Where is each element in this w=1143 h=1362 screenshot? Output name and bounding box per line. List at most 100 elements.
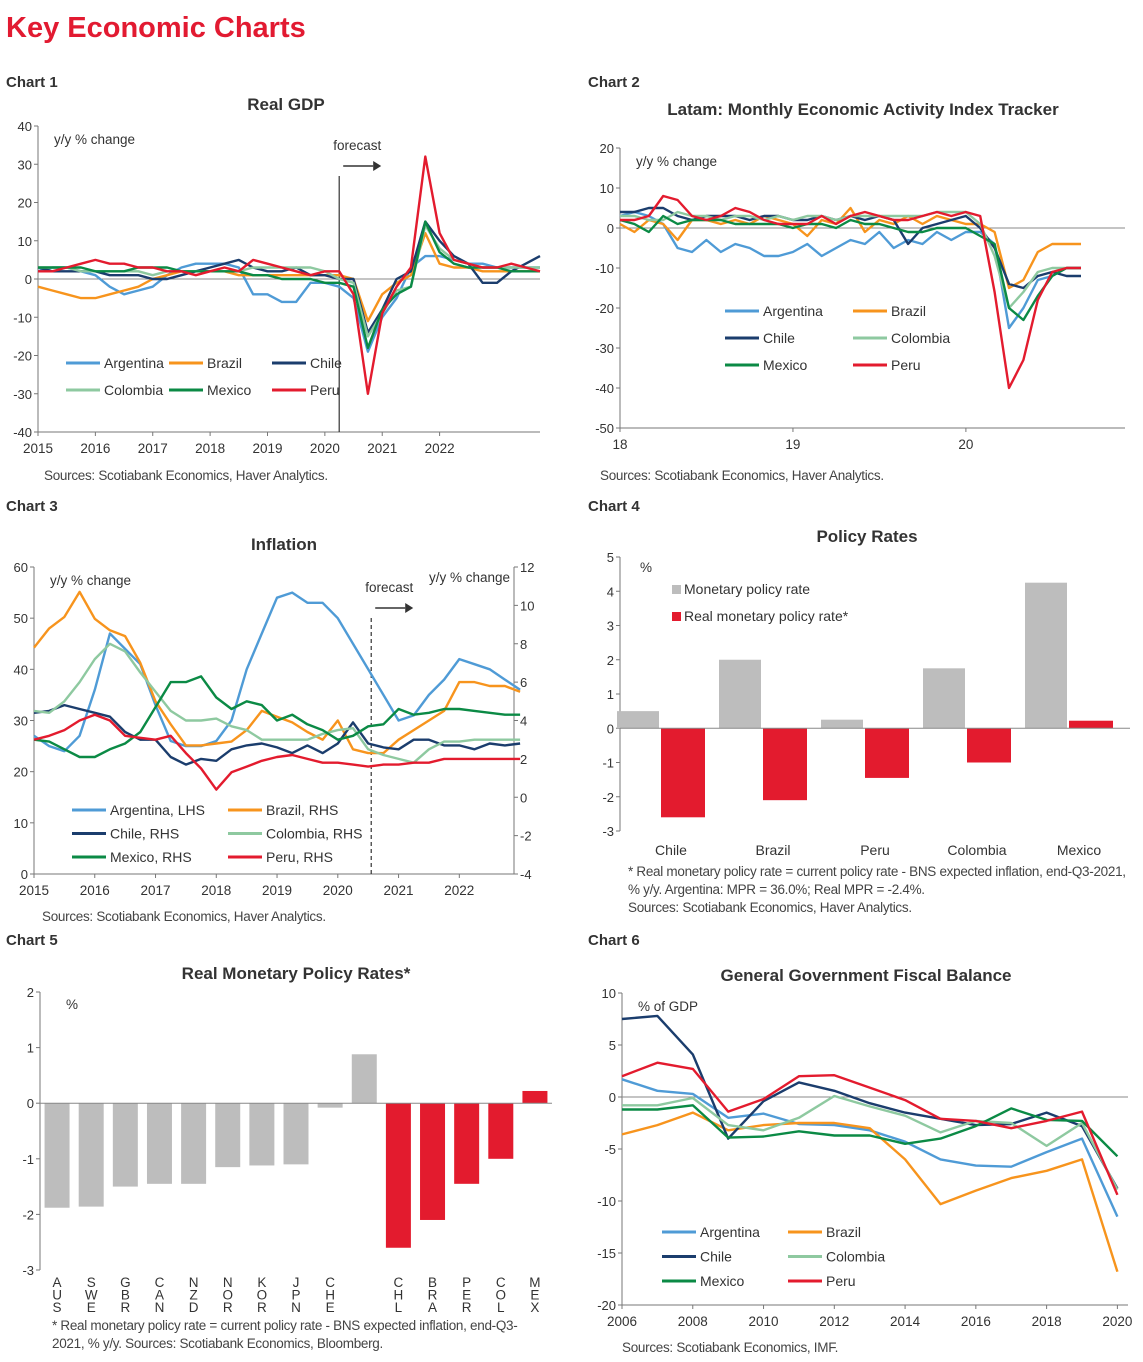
y-tick-label: -50 [595, 421, 614, 436]
legend-label-peru: Peru [310, 382, 340, 398]
forecast-arrowhead [373, 161, 382, 171]
x-tick-label: 2017 [140, 883, 170, 898]
legend-label-chile: Chile, RHS [110, 826, 179, 842]
bar-red [967, 728, 1011, 763]
y-tick-label: -20 [595, 301, 614, 316]
x-tick-label-char: E [326, 1300, 335, 1315]
chart-title: Policy Rates [816, 527, 917, 546]
series-line-colombia [38, 224, 540, 338]
bar [351, 1054, 377, 1104]
bar [488, 1103, 514, 1159]
x-tick-label: 2016 [961, 1314, 991, 1329]
series-line-colombia [622, 1094, 1119, 1191]
x-tick-label-char: A [53, 1275, 62, 1290]
y-tick-label: 6 [520, 675, 527, 690]
chart1-label: Chart 1 [6, 74, 58, 91]
series-line-brazil [33, 590, 521, 755]
bar [317, 1103, 343, 1108]
forecast-label: forecast [333, 138, 381, 153]
chart1-source: Sources: Scotiabank Economics, Haver Ana… [44, 468, 328, 483]
legend-label-mexico: Mexico, RHS [110, 849, 192, 865]
y-tick-label: -40 [13, 425, 32, 440]
x-tick-label: Chile [655, 842, 687, 858]
bar [522, 1090, 548, 1104]
bar-gray [719, 659, 761, 729]
x-tick-label: 18 [612, 437, 627, 452]
series-line-mexico [619, 214, 1081, 322]
x-tick-label-char: U [52, 1288, 62, 1303]
x-tick-label-char: B [121, 1288, 130, 1303]
y-tick-label: -10 [595, 261, 614, 276]
x-tick-label: 2008 [678, 1314, 708, 1329]
forecast-arrowhead [405, 603, 414, 613]
chart2-source: Sources: Scotiabank Economics, Haver Ana… [600, 468, 884, 483]
x-tick-label-char: B [428, 1275, 437, 1290]
x-tick-label: Peru [860, 842, 890, 858]
y-tick-label: -20 [13, 349, 32, 364]
chart-title: General Government Fiscal Balance [720, 966, 1011, 985]
x-tick-label-char: H [394, 1288, 404, 1303]
legend-swatch-red [672, 612, 681, 621]
y-tick-label: -4 [520, 867, 532, 882]
y-tick-label: 1 [27, 1041, 34, 1056]
bar-gray [821, 719, 863, 729]
x-tick-label: 2016 [80, 441, 110, 456]
y-tick-label: 2 [27, 985, 34, 1000]
y-tick-label: 3 [607, 619, 614, 634]
x-tick-label-char: J [293, 1275, 300, 1290]
y-tick-label: 20 [18, 196, 32, 211]
y-tick-label: 20 [600, 141, 614, 156]
y-tick-label: 2 [607, 653, 614, 668]
chart-title: Real GDP [247, 95, 324, 114]
x-tick-label-char: O [496, 1288, 507, 1303]
x-tick-label-char: C [394, 1275, 404, 1290]
x-tick-label-char: E [530, 1288, 539, 1303]
x-tick-label: 2017 [138, 441, 168, 456]
x-tick-label-char: L [395, 1300, 403, 1315]
chart4-footnote: * Real monetary policy rate = current po… [628, 864, 1126, 897]
y-tick-label: 10 [18, 234, 32, 249]
series-line-brazil [37, 231, 540, 323]
x-tick-label-char: R [223, 1300, 233, 1315]
y-axis-label: y/y % change [636, 154, 717, 169]
legend-label-red: Real monetary policy rate* [684, 608, 849, 624]
x-tick-label: 2006 [607, 1314, 637, 1329]
y-tick-label: -1 [22, 1152, 34, 1167]
chart4-label: Chart 4 [588, 498, 640, 515]
y-tick-label: 40 [14, 662, 28, 677]
series-line-peru [33, 713, 521, 791]
series-line-argentina [33, 591, 521, 753]
y2-axis-label: y/y % change [429, 570, 510, 585]
bar-red [763, 728, 807, 801]
legend-label-brazil: Brazil, RHS [266, 802, 338, 818]
x-tick-label: 2018 [195, 441, 225, 456]
chart3-source: Sources: Scotiabank Economics, Haver Ana… [42, 909, 326, 924]
series-line-argentina [621, 1078, 1119, 1218]
x-tick-label: Mexico [1057, 842, 1102, 858]
y-axis-label: % [640, 560, 652, 575]
y-tick-label: 0 [607, 721, 614, 736]
x-tick-label-char: G [120, 1275, 131, 1290]
y-tick-label: 5 [607, 550, 614, 565]
y-tick-label: 0 [609, 1090, 616, 1105]
y-tick-label: 50 [14, 611, 28, 626]
y-tick-label: 0 [607, 221, 614, 236]
legend-label-chile: Chile [310, 355, 342, 371]
x-tick-label-char: R [257, 1300, 267, 1315]
legend-label-peru: Peru [826, 1273, 856, 1289]
y-tick-label: 4 [520, 714, 527, 729]
x-tick-label: 2020 [323, 883, 353, 898]
y-axis-label: % of GDP [638, 999, 698, 1014]
x-tick-label: 2018 [201, 883, 231, 898]
chart6-source: Sources: Scotiabank Economics, IMF. [622, 1340, 839, 1355]
series-line-brazil [621, 1111, 1119, 1273]
y-tick-label: -2 [520, 829, 532, 844]
y-tick-label: 10 [14, 816, 28, 831]
x-tick-label: 2016 [80, 883, 110, 898]
x-tick-label: 2021 [367, 441, 397, 456]
legend-label-mexico: Mexico [207, 382, 252, 398]
legend-label-mexico: Mexico [763, 357, 808, 373]
chart5-real-policy-rates: Real Monetary Policy Rates*210-1-2-3%AUS… [22, 964, 552, 1315]
x-tick-label-char: C [496, 1275, 506, 1290]
